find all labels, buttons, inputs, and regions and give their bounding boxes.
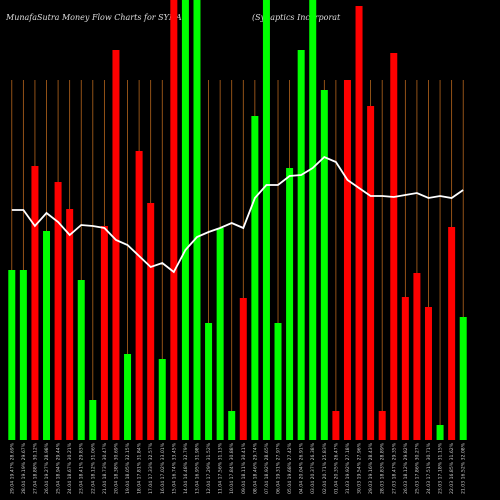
x-tick-label: 26.03 18.12% 29.82% bbox=[403, 442, 409, 494]
x-tick-label: 22.03 16.85% 31.62% bbox=[449, 442, 455, 494]
x-tick-label: 27.03 18.47% 29.35% bbox=[391, 442, 397, 494]
x-tick-label: 20.04 18.38% 30.69% bbox=[113, 442, 119, 494]
x-tick-label: 22.04 18.12% 31.06% bbox=[90, 442, 96, 494]
x-tick-label: 14.04 16.48% 32.79% bbox=[183, 442, 189, 494]
x-tick-label: 15.04 16.74% 33.45% bbox=[171, 442, 177, 494]
x-tick-label: 06.04 19.31% 27.97% bbox=[276, 442, 282, 494]
bar bbox=[251, 116, 259, 440]
bar bbox=[262, 0, 270, 440]
x-tick-label: 16.04 17.02% 33.01% bbox=[160, 442, 166, 494]
x-tick-label: 30.03 19.54% 27.96% bbox=[357, 442, 363, 494]
bar bbox=[367, 106, 375, 440]
bar bbox=[378, 411, 386, 440]
x-tick-label: 13.04 16.95% 31.98% bbox=[194, 442, 200, 494]
bar bbox=[216, 228, 224, 440]
x-tick-label: 01.04 20.35% 26.47% bbox=[333, 442, 339, 494]
x-tick-label: 29.03 19.16% 28.43% bbox=[368, 442, 374, 494]
x-tick-label: 28.03 18.83% 28.89% bbox=[380, 442, 386, 494]
x-tick-label: 07.04 18.92% 28.65% bbox=[264, 442, 270, 494]
x-tick-label: 17.04 17.33% 32.57% bbox=[148, 442, 154, 494]
bar bbox=[286, 168, 294, 440]
x-tick-label: 19.04 18.05% 32.15% bbox=[125, 442, 131, 494]
x-tick-label: 11.04 17.56% 31.13% bbox=[218, 442, 224, 494]
bar bbox=[401, 297, 409, 440]
bar bbox=[274, 323, 282, 440]
x-tick-label: 02.04 20.71% 25.83% bbox=[322, 442, 328, 494]
bar bbox=[100, 226, 108, 440]
money-flow-line bbox=[11, 155, 464, 274]
bar bbox=[205, 323, 213, 440]
bar bbox=[228, 411, 236, 440]
bar bbox=[459, 317, 467, 440]
bar bbox=[124, 354, 132, 440]
bar bbox=[170, 0, 178, 440]
x-tick-label: 25.03 17.86% 30.27% bbox=[414, 442, 420, 494]
x-tick-label: 26.04 19.27% 28.98% bbox=[44, 442, 50, 494]
x-tick-label: 23.03 17.18% 31.15% bbox=[438, 442, 444, 494]
bar bbox=[31, 166, 39, 440]
bar bbox=[332, 411, 340, 440]
x-tick-label: 25.04 18.94% 29.44% bbox=[56, 442, 62, 494]
x-tick-label: 27.04 18.88% 30.12% bbox=[32, 442, 38, 494]
chart-title: MunafaSutra Money Flow Charts for SYNA bbox=[5, 13, 182, 22]
bar bbox=[181, 0, 189, 440]
bar bbox=[390, 53, 398, 440]
bar bbox=[448, 227, 456, 440]
x-tick-label: 04.04 20.04% 26.91% bbox=[299, 442, 305, 494]
x-tick-label: 21.04 18.73% 30.47% bbox=[102, 442, 108, 494]
bar bbox=[320, 90, 328, 440]
x-tick-label: 28.04 19.19% 29.67% bbox=[21, 442, 27, 494]
x-tick-label: 24.03 17.51% 30.71% bbox=[426, 442, 432, 494]
x-tick-label: 12.04 17.29% 31.52% bbox=[206, 442, 212, 494]
x-tick-label: 10.04 17.84% 30.88% bbox=[229, 442, 235, 494]
bar bbox=[158, 359, 166, 440]
bar bbox=[297, 50, 305, 440]
x-tick-label: 03.04 20.37% 26.38% bbox=[310, 442, 316, 494]
bar bbox=[8, 270, 16, 440]
x-tick-label: 24.04 18.67% 30.21% bbox=[67, 442, 73, 494]
bar bbox=[343, 80, 351, 440]
bar bbox=[89, 400, 97, 440]
x-tick-label: 05.04 19.68% 27.42% bbox=[287, 442, 293, 494]
x-tick-label: 09.04 18.11% 30.41% bbox=[241, 442, 247, 494]
x-tick-label: 21.03 16.52% 32.08% bbox=[461, 442, 467, 494]
bar bbox=[193, 0, 201, 440]
bar bbox=[147, 203, 155, 440]
bar bbox=[424, 307, 432, 440]
bar bbox=[239, 298, 247, 440]
bar bbox=[355, 6, 363, 440]
bar bbox=[309, 0, 317, 440]
bar bbox=[19, 270, 27, 440]
bar bbox=[135, 151, 143, 440]
bar bbox=[54, 182, 62, 440]
chart-subtitle: (Synaptics Incorporat bbox=[252, 13, 341, 22]
bar bbox=[413, 273, 421, 440]
bar bbox=[66, 209, 74, 440]
bar bbox=[112, 50, 120, 440]
bar bbox=[43, 231, 51, 440]
x-tick-label: 31.03 19.92% 27.18% bbox=[345, 442, 351, 494]
x-tick-label: 08.04 18.46% 29.74% bbox=[252, 442, 258, 494]
x-tick-label: 23.04 18.41% 29.83% bbox=[79, 442, 85, 494]
x-tick-label: 18.04 17.81% 31.84% bbox=[137, 442, 143, 494]
x-tick-label: 29.04 19.47% 28.69% bbox=[9, 442, 15, 494]
bar bbox=[436, 425, 444, 440]
bar bbox=[77, 280, 85, 440]
